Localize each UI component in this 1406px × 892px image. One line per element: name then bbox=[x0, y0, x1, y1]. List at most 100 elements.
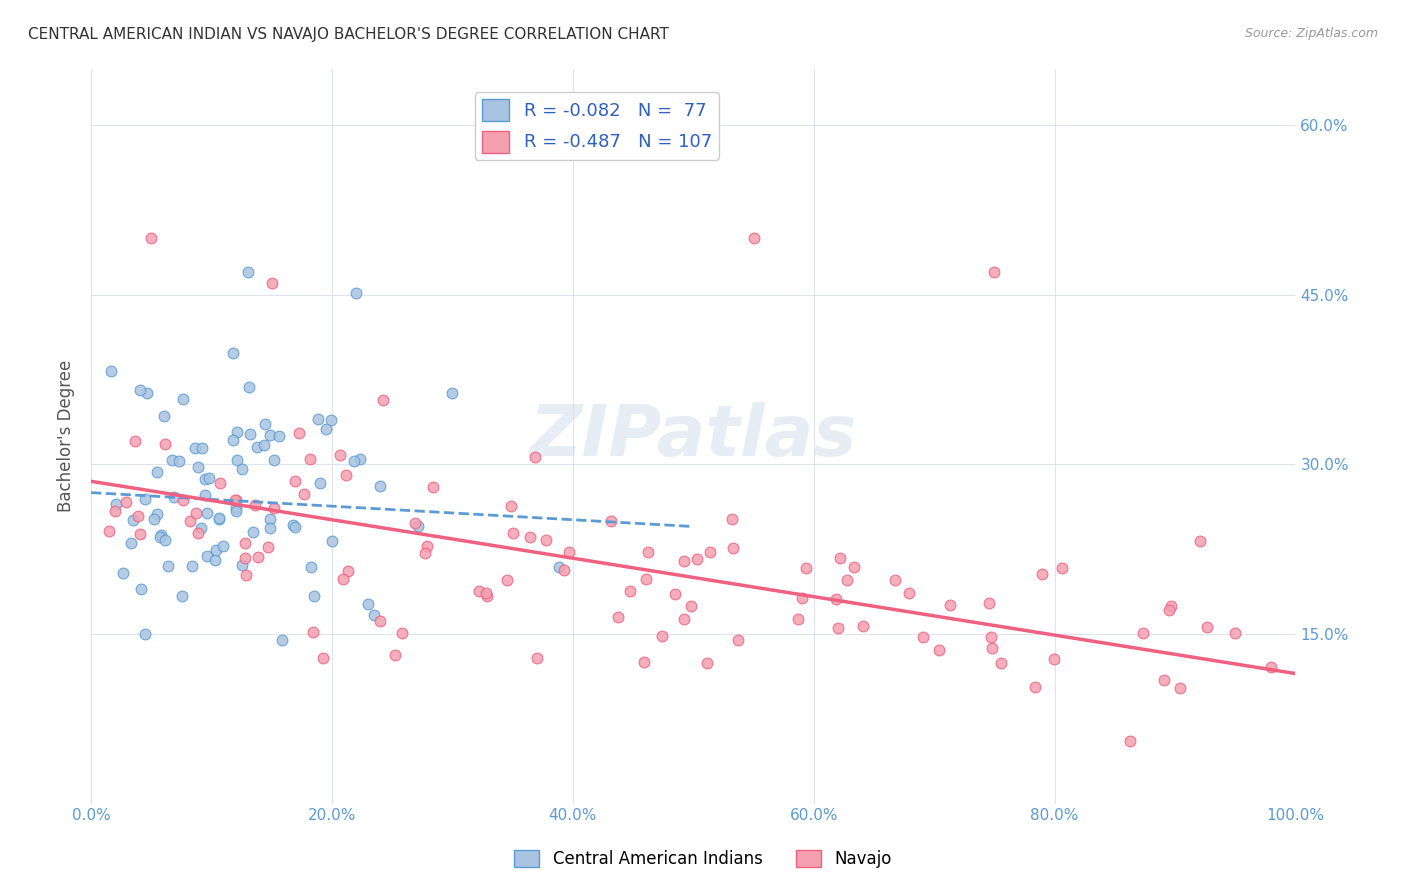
Navajo bbox=[257, 540, 280, 554]
Navajo bbox=[172, 492, 194, 507]
Navajo bbox=[526, 651, 548, 665]
Central American Indians bbox=[195, 506, 218, 520]
Central American Indians bbox=[208, 511, 231, 525]
Central American Indians bbox=[157, 559, 180, 574]
Legend: R = -0.082   N =  77, R = -0.487   N = 107: R = -0.082 N = 77, R = -0.487 N = 107 bbox=[475, 92, 718, 160]
Navajo bbox=[187, 525, 209, 540]
Central American Indians bbox=[205, 543, 228, 558]
Central American Indians bbox=[120, 535, 142, 549]
Central American Indians bbox=[183, 441, 205, 455]
Central American Indians bbox=[146, 508, 169, 522]
Central American Indians bbox=[343, 454, 366, 468]
Central American Indians bbox=[315, 422, 337, 436]
Central American Indians bbox=[363, 607, 385, 622]
Navajo bbox=[830, 551, 852, 566]
Central American Indians bbox=[263, 452, 285, 467]
Central American Indians bbox=[170, 589, 193, 603]
Central American Indians bbox=[148, 530, 170, 544]
Navajo bbox=[928, 643, 950, 657]
Navajo bbox=[898, 586, 921, 600]
Navajo bbox=[1189, 533, 1212, 548]
Central American Indians bbox=[231, 462, 253, 476]
Navajo bbox=[1159, 603, 1181, 617]
Navajo bbox=[977, 596, 1000, 610]
Navajo bbox=[153, 437, 176, 451]
Central American Indians bbox=[190, 521, 212, 535]
Navajo bbox=[373, 392, 395, 407]
Navajo bbox=[391, 626, 413, 640]
Navajo bbox=[721, 541, 744, 555]
Navajo bbox=[990, 657, 1012, 671]
Navajo bbox=[1260, 660, 1282, 674]
Central American Indians bbox=[155, 533, 177, 548]
Navajo bbox=[332, 572, 354, 586]
Central American Indians bbox=[198, 471, 221, 485]
Central American Indians bbox=[167, 453, 190, 467]
Navajo bbox=[553, 563, 575, 577]
Navajo bbox=[292, 487, 315, 501]
Central American Indians bbox=[236, 265, 259, 279]
Navajo bbox=[790, 591, 813, 605]
Central American Indians bbox=[368, 479, 391, 493]
Navajo bbox=[235, 567, 257, 582]
Navajo bbox=[468, 584, 491, 599]
Navajo bbox=[302, 625, 325, 640]
Navajo bbox=[499, 499, 522, 513]
Legend: Central American Indians, Navajo: Central American Indians, Navajo bbox=[508, 843, 898, 875]
Central American Indians bbox=[357, 597, 380, 611]
Navajo bbox=[1223, 626, 1246, 640]
Central American Indians bbox=[208, 512, 231, 526]
Central American Indians bbox=[195, 549, 218, 563]
Navajo bbox=[1132, 625, 1154, 640]
Navajo bbox=[224, 493, 246, 508]
Navajo bbox=[607, 609, 630, 624]
Navajo bbox=[1160, 599, 1182, 614]
Navajo bbox=[415, 539, 437, 553]
Navajo bbox=[474, 585, 496, 599]
Navajo bbox=[633, 655, 655, 669]
Navajo bbox=[114, 495, 136, 509]
Central American Indians bbox=[134, 626, 156, 640]
Central American Indians bbox=[143, 512, 166, 526]
Navajo bbox=[980, 631, 1002, 645]
Central American Indians bbox=[270, 633, 292, 648]
Navajo bbox=[686, 552, 709, 566]
Navajo bbox=[637, 545, 659, 559]
Navajo bbox=[284, 474, 307, 488]
Central American Indians bbox=[122, 513, 145, 527]
Central American Indians bbox=[128, 384, 150, 398]
Navajo bbox=[104, 504, 127, 518]
Navajo bbox=[263, 500, 285, 515]
Navajo bbox=[97, 524, 120, 538]
Navajo bbox=[824, 592, 846, 607]
Navajo bbox=[681, 599, 703, 613]
Y-axis label: Bachelor's Degree: Bachelor's Degree bbox=[58, 360, 75, 512]
Navajo bbox=[496, 574, 519, 588]
Navajo bbox=[299, 452, 322, 467]
Navajo bbox=[983, 265, 1005, 279]
Central American Indians bbox=[259, 512, 281, 526]
Central American Indians bbox=[225, 425, 247, 440]
Navajo bbox=[1168, 681, 1191, 695]
Navajo bbox=[794, 561, 817, 575]
Navajo bbox=[335, 468, 357, 483]
Navajo bbox=[699, 545, 721, 559]
Central American Indians bbox=[180, 559, 202, 574]
Navajo bbox=[534, 533, 557, 547]
Central American Indians bbox=[225, 504, 247, 518]
Central American Indians bbox=[149, 528, 172, 542]
Central American Indians bbox=[146, 466, 169, 480]
Central American Indians bbox=[134, 491, 156, 506]
Navajo bbox=[981, 641, 1004, 656]
Navajo bbox=[884, 573, 907, 587]
Navajo bbox=[336, 564, 359, 578]
Navajo bbox=[129, 527, 152, 541]
Navajo bbox=[124, 434, 146, 449]
Navajo bbox=[475, 589, 498, 603]
Central American Indians bbox=[349, 451, 371, 466]
Navajo bbox=[619, 583, 641, 598]
Text: Source: ZipAtlas.com: Source: ZipAtlas.com bbox=[1244, 27, 1378, 40]
Navajo bbox=[404, 516, 426, 530]
Central American Indians bbox=[267, 428, 290, 442]
Navajo bbox=[1195, 620, 1218, 634]
